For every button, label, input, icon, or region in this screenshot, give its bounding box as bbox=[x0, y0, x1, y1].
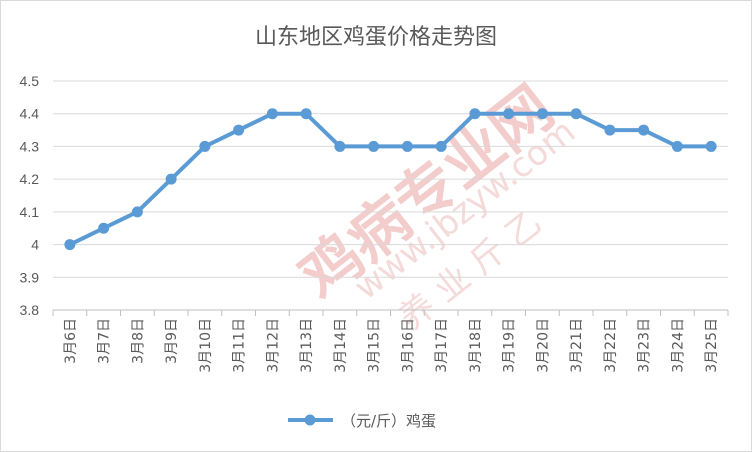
y-tick-label: 3.9 bbox=[20, 269, 40, 285]
legend: （元/斤）鸡蛋 bbox=[288, 412, 436, 430]
x-tick-label: 3月23日 bbox=[637, 318, 653, 373]
data-point bbox=[604, 124, 616, 136]
data-point bbox=[435, 140, 447, 152]
y-tick-label: 3.8 bbox=[20, 302, 40, 318]
data-point bbox=[233, 124, 245, 136]
x-tick-label: 3月12日 bbox=[265, 318, 281, 373]
data-point bbox=[401, 140, 413, 152]
x-tick-label: 3月20日 bbox=[535, 318, 551, 373]
x-tick-label: 3月24日 bbox=[670, 318, 686, 373]
axes: 3.8 3.9 4 4.1 4.2 4.3 4.4 4.5 3月6日 3月7日 3月8日 3月9日 3月… bbox=[20, 73, 729, 373]
data-point bbox=[638, 124, 650, 136]
x-tick-label: 3月19日 bbox=[502, 318, 518, 373]
x-tick-label: 3月25日 bbox=[704, 318, 720, 373]
series-layer bbox=[64, 108, 717, 251]
data-point bbox=[334, 140, 346, 152]
y-tick-label: 4.5 bbox=[20, 73, 40, 89]
chart-title: 山东地区鸡蛋价格走势图 bbox=[255, 25, 497, 50]
x-tick-label: 3月15日 bbox=[367, 318, 383, 373]
data-point bbox=[469, 108, 481, 120]
data-point bbox=[266, 108, 278, 120]
x-tick-label: 3月10日 bbox=[198, 318, 214, 373]
y-tick-label: 4.2 bbox=[20, 171, 40, 187]
y-tick-label: 4.1 bbox=[20, 204, 40, 220]
data-point bbox=[570, 108, 582, 120]
x-tick-label: 3月13日 bbox=[299, 318, 315, 373]
x-tick-label: 3月17日 bbox=[434, 318, 450, 373]
data-point bbox=[131, 206, 143, 218]
data-point bbox=[98, 222, 110, 234]
x-tick-label: 3月21日 bbox=[569, 318, 585, 373]
y-tick-label: 4 bbox=[31, 237, 39, 253]
data-point bbox=[536, 108, 548, 120]
x-tick-label: 3月8日 bbox=[130, 318, 146, 364]
data-point bbox=[705, 140, 717, 152]
data-point bbox=[199, 140, 211, 152]
data-point bbox=[165, 173, 177, 185]
data-point bbox=[503, 108, 515, 120]
data-point bbox=[300, 108, 312, 120]
data-point bbox=[64, 239, 76, 251]
x-tick-label: 3月16日 bbox=[400, 318, 416, 373]
x-tick-label: 3月18日 bbox=[468, 318, 484, 373]
data-point bbox=[368, 140, 380, 152]
x-tick-label: 3月11日 bbox=[232, 318, 248, 373]
x-tick-label: 3月22日 bbox=[603, 318, 619, 373]
x-tick-label: 3月7日 bbox=[97, 318, 113, 364]
series-line bbox=[67, 111, 714, 247]
legend-label: （元/斤）鸡蛋 bbox=[341, 412, 436, 430]
legend-marker-swatch bbox=[304, 414, 316, 426]
x-tick-label: 3月9日 bbox=[164, 318, 180, 364]
data-point bbox=[671, 140, 683, 152]
x-tick-label: 3月14日 bbox=[333, 318, 349, 373]
x-tick-label: 3月6日 bbox=[63, 318, 79, 364]
y-tick-label: 4.4 bbox=[20, 106, 40, 122]
gridlines bbox=[53, 80, 728, 311]
y-tick-label: 4.3 bbox=[20, 138, 40, 154]
